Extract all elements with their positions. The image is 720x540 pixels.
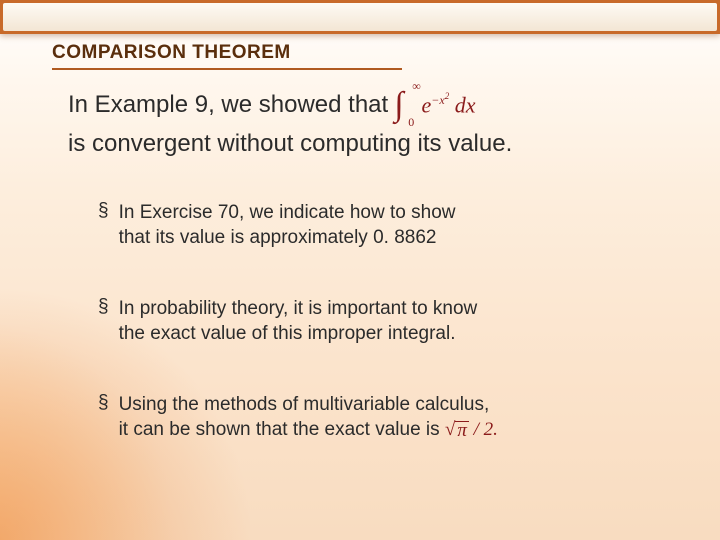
main-text: In Example 9, we showed that ∫ ∞ 0 e−x2 …: [68, 82, 668, 160]
integral-upper-limit: ∞: [412, 78, 421, 94]
bullet-text: Using the methods of multivariable calcu…: [119, 392, 640, 442]
slide: COMPARISON THEOREM In Example 9, we show…: [0, 0, 720, 540]
main-line1: In Example 9, we showed that ∫ ∞ 0 e−x2 …: [68, 82, 668, 128]
bullet-text: In probability theory, it is important t…: [119, 296, 640, 346]
sqrt-pi-over-2: √π / 2.: [445, 419, 498, 440]
bullet-marker: §: [98, 200, 109, 250]
bullet-marker: §: [98, 296, 109, 346]
integral-lower-limit: 0: [408, 114, 414, 130]
bullet-text: In Exercise 70, we indicate how to show …: [119, 200, 640, 250]
bullet-list: § In Exercise 70, we indicate how to sho…: [98, 200, 640, 442]
bullet-item: § Using the methods of multivariable cal…: [98, 392, 640, 442]
topbar: [0, 0, 720, 34]
main-line1-prefix: In Example 9, we showed that: [68, 89, 388, 121]
topbar-inner: [3, 3, 717, 31]
integrand-e: e: [422, 92, 432, 117]
sqrt-icon: √π: [445, 417, 469, 442]
bullet-marker: §: [98, 392, 109, 442]
main-line2: is convergent without computing its valu…: [68, 128, 668, 160]
bullet-item: § In probability theory, it is important…: [98, 296, 640, 346]
bullet-item: § In Exercise 70, we indicate how to sho…: [98, 200, 640, 250]
integral-symbol: ∫ ∞ 0: [394, 82, 403, 128]
slide-heading: COMPARISON THEOREM: [52, 42, 291, 64]
integral-body: e−x2 dx: [422, 90, 476, 120]
heading-underline: [52, 68, 402, 70]
integrand-dx: dx: [449, 92, 475, 117]
integral-formula: ∫ ∞ 0 e−x2 dx: [394, 82, 475, 128]
integrand-exp: −x2: [431, 93, 449, 107]
